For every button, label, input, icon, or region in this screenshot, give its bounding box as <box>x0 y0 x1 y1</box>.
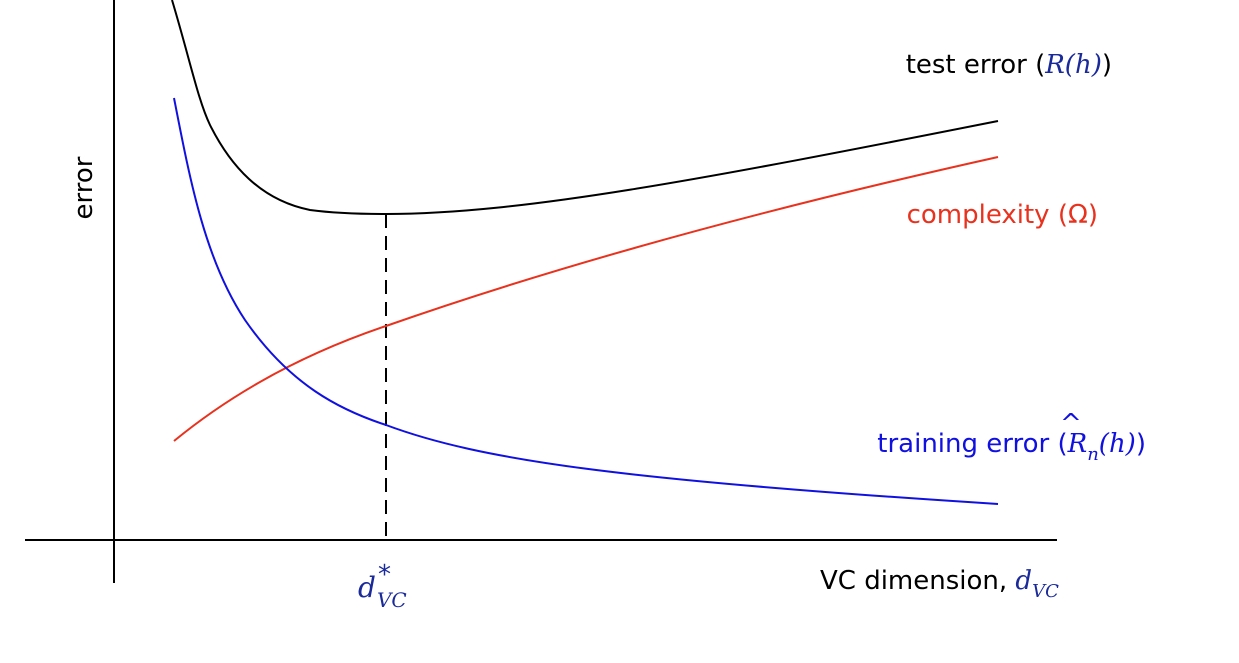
complexity-label: complexity (Ω) <box>907 200 1098 230</box>
training-error-label: training error (Rn(h)) <box>877 429 1146 465</box>
test-error-curve <box>171 0 999 216</box>
training-error-hat: ^ <box>1060 409 1082 439</box>
complexity-curve <box>173 156 999 442</box>
test-error-label: test error (R(h)) <box>906 50 1112 80</box>
optimum-marker-label: d* VC <box>358 560 407 612</box>
x-axis-label: VC dimension, dVC <box>820 566 1059 602</box>
training-error-curve <box>173 97 999 505</box>
y-axis-label: error <box>69 156 99 219</box>
